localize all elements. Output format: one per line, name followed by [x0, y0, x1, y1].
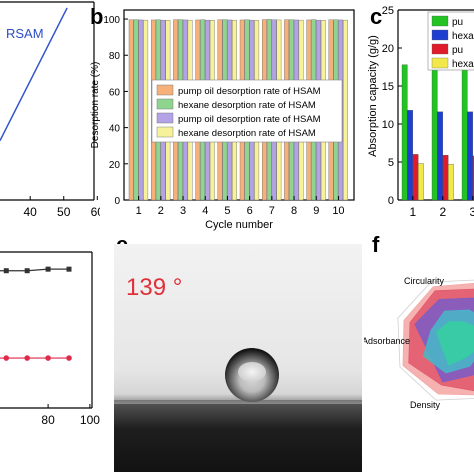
x-tick-label: 8	[291, 205, 297, 217]
legend-label: hexa	[452, 59, 474, 70]
y-axis-title: Absorption capacity (g/g)	[367, 35, 379, 157]
data-point	[66, 355, 72, 361]
x-tick-label: 2	[439, 205, 446, 219]
x-tick-label: 3	[469, 205, 474, 219]
bar	[138, 19, 144, 201]
bar	[437, 111, 443, 201]
substrate	[114, 400, 362, 472]
bar	[461, 66, 468, 201]
radar-axis-label: Circularity	[404, 276, 445, 286]
y-tick-label: 20	[109, 160, 121, 171]
legend-swatch	[431, 43, 449, 55]
data-point	[24, 268, 30, 274]
x-tick-label: 2	[158, 205, 164, 217]
contact-angle-photo: 139 °	[114, 244, 362, 472]
x-tick-label: 5	[224, 205, 230, 217]
legend-label: hexane desorption rate of HSAM	[178, 100, 316, 111]
legend-swatch	[431, 15, 449, 27]
panel-label-c: c	[370, 4, 383, 29]
x-tick-label: 50	[57, 205, 71, 219]
bar	[412, 154, 419, 201]
panel-label-b: b	[90, 4, 104, 29]
x-tick-label: 4	[202, 205, 208, 217]
panel-c-bar-chart: 0 5 10 15 20 25 1 2 3 Absorption capacity (g/g) pu…	[367, 5, 474, 219]
bar	[407, 110, 413, 201]
radar-area	[436, 321, 474, 366]
panel-a-line-chart: 40 50 60 RSAM	[0, 1, 100, 219]
legend-label: pump oil desorption rate of HSAM	[178, 114, 321, 125]
y-tick-label: 20	[382, 43, 394, 55]
radar-grid	[397, 279, 474, 401]
bar	[418, 163, 424, 201]
bar	[467, 111, 473, 201]
panel-f-radar-chart: Circularity Adsorbance Density	[364, 276, 474, 410]
x-tick-label: 1	[409, 205, 416, 219]
y-tick-label: 60	[109, 87, 121, 98]
legend-swatch	[156, 84, 174, 96]
bar	[442, 155, 449, 201]
x-tick-label: 60	[91, 205, 100, 219]
y-tick-label: 100	[103, 15, 120, 26]
data-point	[45, 355, 51, 361]
bar	[143, 19, 149, 201]
x-tick-label: 3	[180, 205, 186, 217]
legend-label: pu	[452, 17, 463, 28]
y-tick-label: 15	[382, 81, 394, 93]
data-point	[45, 266, 51, 272]
droplet-highlight	[238, 362, 266, 382]
legend-swatch	[431, 57, 449, 69]
x-tick-label: 9	[313, 205, 319, 217]
x-tick-label: 80	[41, 413, 55, 427]
y-tick-label: 40	[109, 124, 121, 135]
legend-label: hexa	[452, 31, 474, 42]
legend-label: pump oil desorption rate of HSAM	[178, 86, 321, 97]
radar-axis-label: Adsorbance	[364, 336, 410, 346]
y-tick-label: 10	[382, 119, 394, 131]
plot-frame	[123, 9, 355, 201]
panel-b-bar-chart: 0 20 40 60 80 100 1 2 3 4 5 6 7 8 9 10 Cycle number Desor…	[90, 9, 355, 231]
y-tick-label: 25	[382, 5, 394, 17]
legend-swatch	[156, 98, 174, 110]
x-axis-title: Cycle number	[205, 219, 273, 231]
x-tick-label: 100	[80, 413, 100, 427]
bar	[431, 66, 438, 201]
legend-label: hexane desorption rate of HSAM	[178, 128, 316, 139]
bar	[448, 164, 454, 201]
contact-angle-text: 139 °	[126, 274, 183, 301]
x-tick-label: 40	[24, 205, 38, 219]
legend-box	[151, 79, 343, 143]
data-point	[3, 268, 9, 274]
data-point	[24, 355, 30, 361]
bar	[472, 155, 474, 201]
data-point	[3, 355, 10, 361]
x-tick-label: 7	[269, 205, 275, 217]
bar	[133, 19, 139, 201]
bar	[401, 64, 408, 201]
data-point	[66, 266, 72, 272]
legend-swatch	[156, 126, 174, 138]
y-tick-label: 80	[109, 51, 121, 62]
substrate-edge	[114, 394, 362, 404]
radar-axis-label: Density	[410, 400, 441, 410]
bar	[128, 19, 134, 201]
x-tick-label: 10	[332, 205, 344, 217]
x-tick-label: 1	[136, 205, 142, 217]
y-tick-label: 0	[114, 196, 120, 207]
y-tick-label: 5	[388, 157, 394, 169]
legend-label: pu	[452, 45, 463, 56]
legend-swatch	[156, 112, 174, 124]
panel-d-line-chart: 80 100	[0, 251, 100, 427]
panel-label-f: f	[372, 232, 380, 257]
series-line	[0, 268, 69, 272]
bar	[343, 19, 348, 201]
x-tick-label: 6	[247, 205, 253, 217]
legend-swatch	[431, 29, 449, 41]
y-axis-title: Desorption rate (%)	[90, 62, 101, 149]
y-tick-label: 0	[388, 195, 394, 207]
rsam-line	[0, 7, 68, 141]
rsam-label: RSAM	[6, 26, 44, 41]
